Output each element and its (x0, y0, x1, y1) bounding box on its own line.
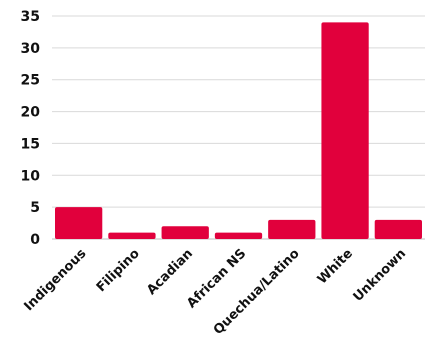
bar-unknown (374, 219, 422, 239)
y-tick-label-0: 0 (30, 232, 40, 248)
x-tick-label-white: White (315, 246, 356, 287)
y-tick-label-10: 10 (21, 168, 41, 184)
gridlines (52, 15, 425, 240)
bar-white (321, 22, 369, 239)
bar-african-ns (214, 232, 263, 239)
bar-indigenous (55, 207, 103, 239)
y-tick-label-25: 25 (21, 73, 40, 89)
bar-quechua-latino (268, 219, 316, 239)
bars (55, 22, 422, 239)
y-tick-label-30: 30 (21, 41, 41, 57)
x-tick-label-filipino: Filipino (94, 246, 143, 295)
y-tick-label-5: 5 (30, 200, 40, 216)
y-tick-label-15: 15 (21, 136, 40, 152)
y-tick-label-20: 20 (21, 105, 41, 121)
x-tick-label-unknown: Unknown (351, 246, 410, 305)
bar-acadian (161, 226, 209, 239)
x-tick-label-acadian: Acadian (144, 246, 196, 298)
bar-filipino (108, 232, 156, 239)
y-tick-label-35: 35 (21, 9, 40, 25)
x-tick-label-indigenous: Indigenous (21, 246, 89, 314)
y-axis-tick-labels: 0 5 10 15 20 25 30 35 (21, 9, 41, 248)
